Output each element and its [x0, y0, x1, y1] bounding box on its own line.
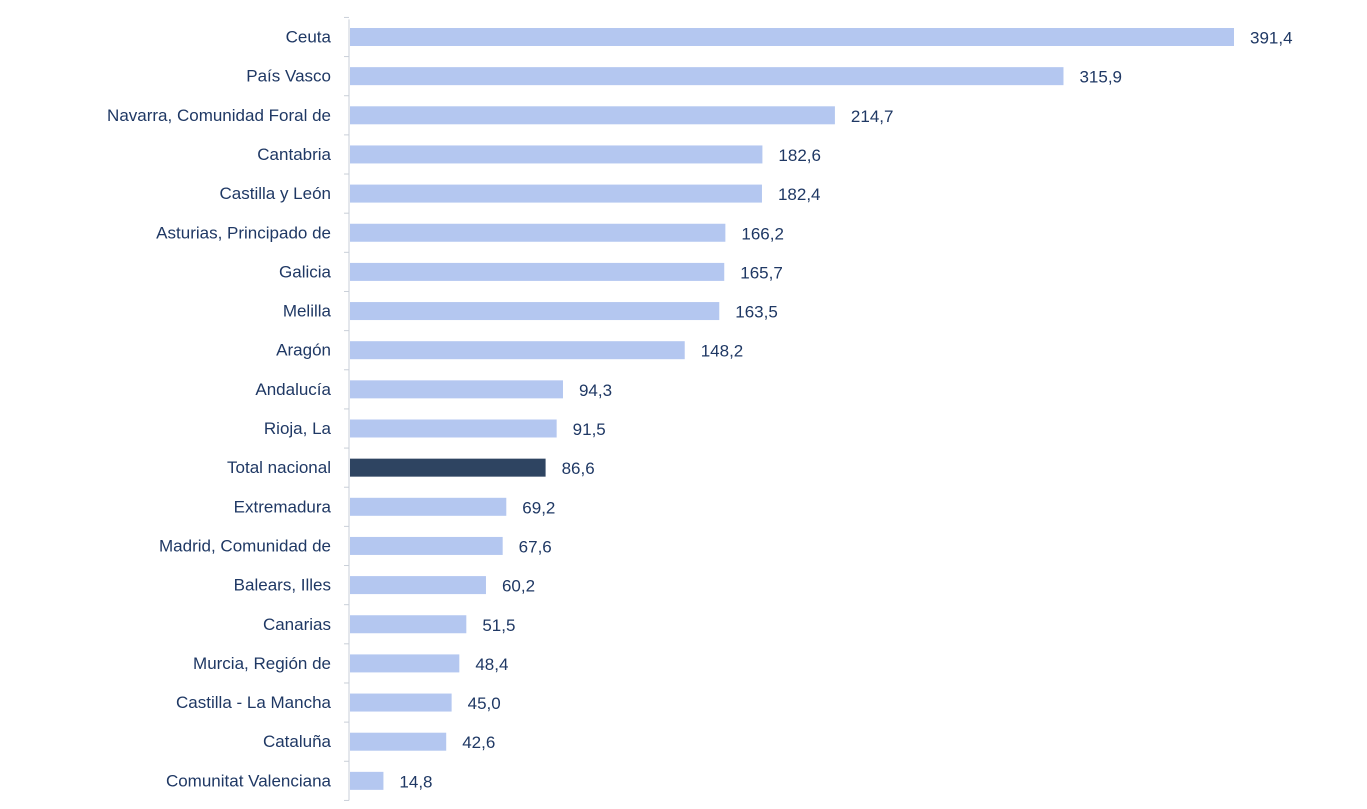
category-label: Balears, Illes — [234, 576, 331, 595]
value-label: 14,8 — [399, 772, 432, 791]
category-label: Total nacional — [227, 458, 331, 477]
bar — [350, 185, 762, 203]
value-label: 182,6 — [778, 146, 821, 165]
category-label: Rioja, La — [264, 419, 332, 438]
bar — [350, 615, 466, 633]
category-label: Madrid, Comunidad de — [159, 536, 331, 555]
category-label: Canarias — [263, 615, 331, 634]
value-label: 315,9 — [1079, 68, 1122, 87]
category-label: Andalucía — [255, 380, 331, 399]
value-label: 86,6 — [562, 459, 595, 478]
category-label: Extremadura — [234, 497, 332, 516]
bar — [350, 459, 546, 477]
value-label: 214,7 — [851, 107, 894, 126]
category-label: Cantabria — [257, 145, 331, 164]
category-label: Melilla — [283, 302, 332, 321]
value-label: 91,5 — [573, 420, 606, 439]
bar — [350, 28, 1234, 46]
bar — [350, 302, 719, 320]
bar — [350, 537, 503, 555]
value-label: 148,2 — [701, 342, 744, 361]
value-label: 69,2 — [522, 498, 555, 517]
category-label: País Vasco — [246, 67, 331, 86]
value-label: 67,6 — [519, 537, 552, 556]
bar — [350, 263, 724, 281]
category-label: Murcia, Región de — [193, 654, 331, 673]
category-label: Comunitat Valenciana — [166, 771, 332, 790]
labels-layer: Ceuta 391,4 País Vasco 315,9 Navarra, Comuni… — [107, 28, 1293, 792]
bar — [350, 420, 557, 438]
value-label: 391,4 — [1250, 29, 1293, 48]
value-label: 51,5 — [482, 616, 515, 635]
category-label: Ceuta — [286, 28, 332, 47]
category-label: Galicia — [279, 262, 332, 281]
bar — [350, 772, 383, 790]
value-label: 94,3 — [579, 381, 612, 400]
category-label: Cataluña — [263, 732, 332, 751]
value-label: 166,2 — [741, 224, 784, 243]
category-label: Navarra, Comunidad Foral de — [107, 106, 331, 125]
value-label: 45,0 — [468, 694, 501, 713]
category-label: Asturias, Principado de — [156, 223, 331, 242]
bar — [350, 694, 452, 712]
value-label: 48,4 — [475, 655, 508, 674]
value-label: 163,5 — [735, 303, 778, 322]
bar — [350, 145, 762, 163]
bar — [350, 106, 835, 124]
category-label: Castilla - La Mancha — [176, 693, 332, 712]
bar — [350, 498, 506, 516]
value-label: 182,4 — [778, 185, 821, 204]
bar — [350, 341, 685, 359]
bar — [350, 380, 563, 398]
value-label: 42,6 — [462, 733, 495, 752]
bar — [350, 733, 446, 751]
bar — [350, 654, 459, 672]
bar — [350, 576, 486, 594]
category-label: Aragón — [276, 341, 331, 360]
axis-layer — [344, 17, 349, 800]
bar — [350, 224, 725, 242]
value-label: 60,2 — [502, 577, 535, 596]
bar — [350, 67, 1063, 85]
value-label: 165,7 — [740, 263, 783, 282]
bars-layer — [350, 28, 1234, 790]
category-label: Castilla y León — [219, 184, 331, 203]
